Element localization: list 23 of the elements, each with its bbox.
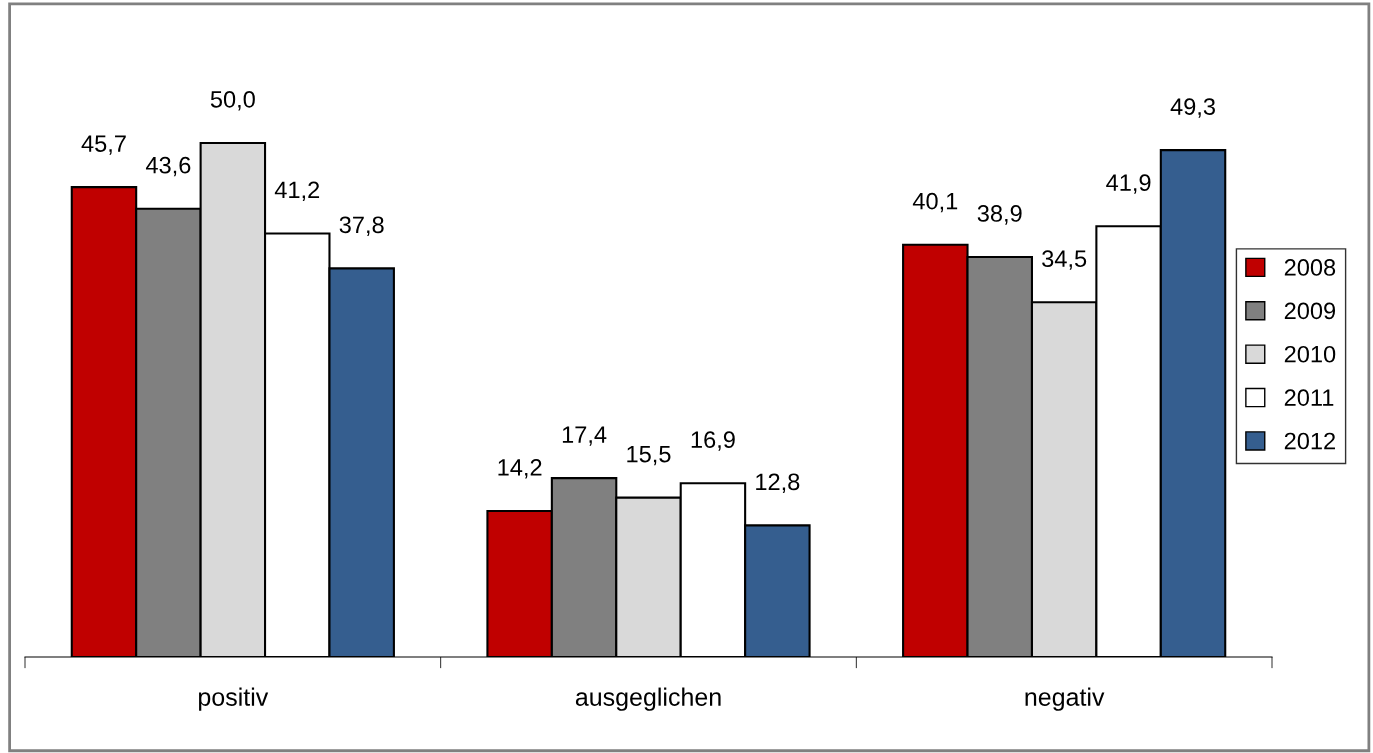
data-label: 14,2	[498, 459, 542, 479]
legend-label: 2011	[1284, 389, 1334, 406]
legend-label: 2009	[1284, 302, 1336, 320]
data-label: 12,8	[756, 473, 800, 493]
legend-label: 2012	[1284, 432, 1335, 450]
data-label: 15,5	[627, 445, 671, 466]
data-label: 50,0	[210, 91, 255, 111]
legend-label: 2010	[1284, 345, 1336, 363]
data-label: 37,8	[339, 216, 384, 236]
data-label: 38,9	[977, 205, 1022, 225]
data-label: 16,9	[691, 431, 735, 451]
data-label: 41,2	[274, 181, 320, 201]
legend-label: 2008	[1284, 259, 1336, 276]
data-label: 17,4	[562, 426, 607, 446]
data-label: 40,1	[912, 192, 958, 213]
x-tick-label: negativ	[1025, 687, 1105, 711]
data-label: 49,3	[1170, 98, 1215, 118]
data-label: 41,9	[1106, 174, 1151, 194]
x-tick-label: positiv	[199, 687, 269, 711]
x-tick-label: ausgeglichen	[575, 687, 721, 711]
data-label: 45,7	[81, 135, 126, 155]
data-label: 43,6	[145, 156, 191, 177]
data-label: 34,5	[1042, 250, 1087, 270]
